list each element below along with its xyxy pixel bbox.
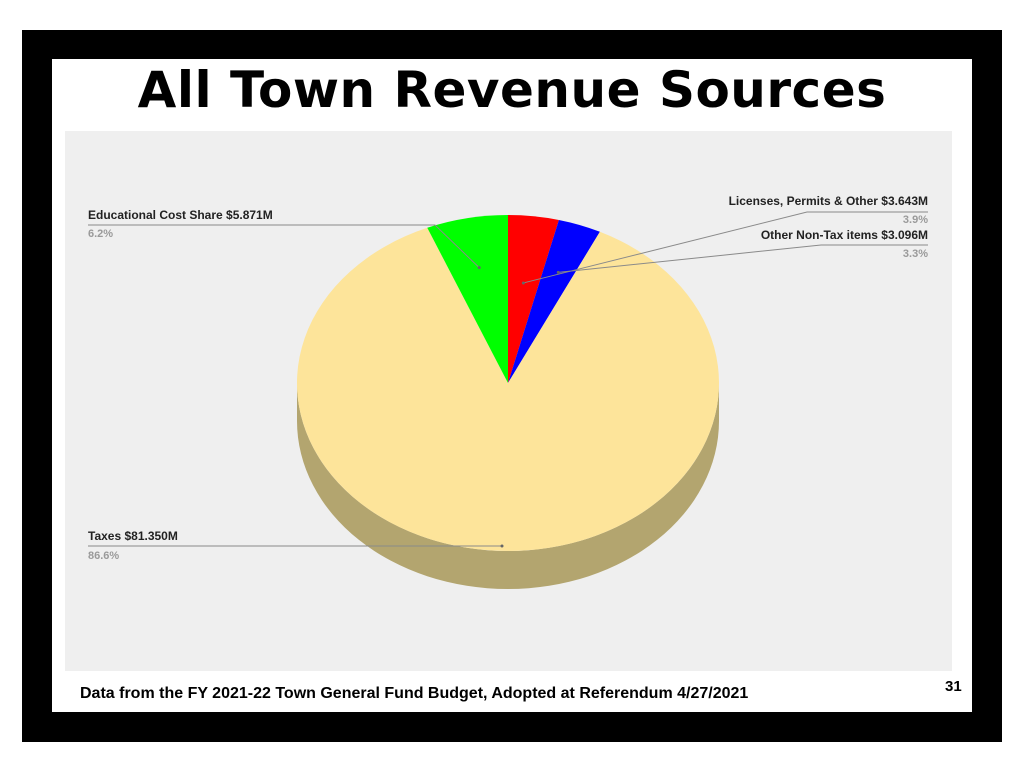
pie-chart: Licenses, Permits & Other $3.643M 3.9% Oth… [88,194,928,589]
slice-label-3: Educational Cost Share $5.871M [88,208,273,222]
pie-slice-3 [427,215,508,383]
slice-percent-3: 6.2% [88,228,113,240]
slide: All Town Revenue Sources Licenses, Permi… [52,59,972,712]
page-number: 31 [945,678,962,695]
callout-dot-2 [500,544,504,548]
pie-slice-2 [297,227,719,551]
pie-slice-side-2 [297,383,719,589]
callout-dot-0 [521,281,525,285]
pie-slice-0 [508,215,559,383]
slide-title: All Town Revenue Sources [137,61,887,119]
pie-chart-area: Licenses, Permits & Other $3.643M 3.9% Oth… [65,131,952,671]
pie-slice-1 [508,219,600,383]
slice-percent-0: 3.9% [903,214,928,226]
slice-label-2: Taxes $81.350M [88,529,178,543]
slice-label-1: Other Non-Tax items $3.096M [761,228,928,242]
callout-line-3 [88,224,480,269]
slice-percent-1: 3.3% [903,248,928,260]
callout-line-0 [523,211,928,284]
callout-line-1 [558,244,928,273]
callout-dot-3 [477,266,481,270]
source-footnote: Data from the FY 2021-22 Town General Fu… [80,685,749,702]
slice-percent-2: 86.6% [88,550,119,562]
callout-dot-1 [556,270,560,274]
slice-label-0: Licenses, Permits & Other $3.643M [729,194,928,208]
